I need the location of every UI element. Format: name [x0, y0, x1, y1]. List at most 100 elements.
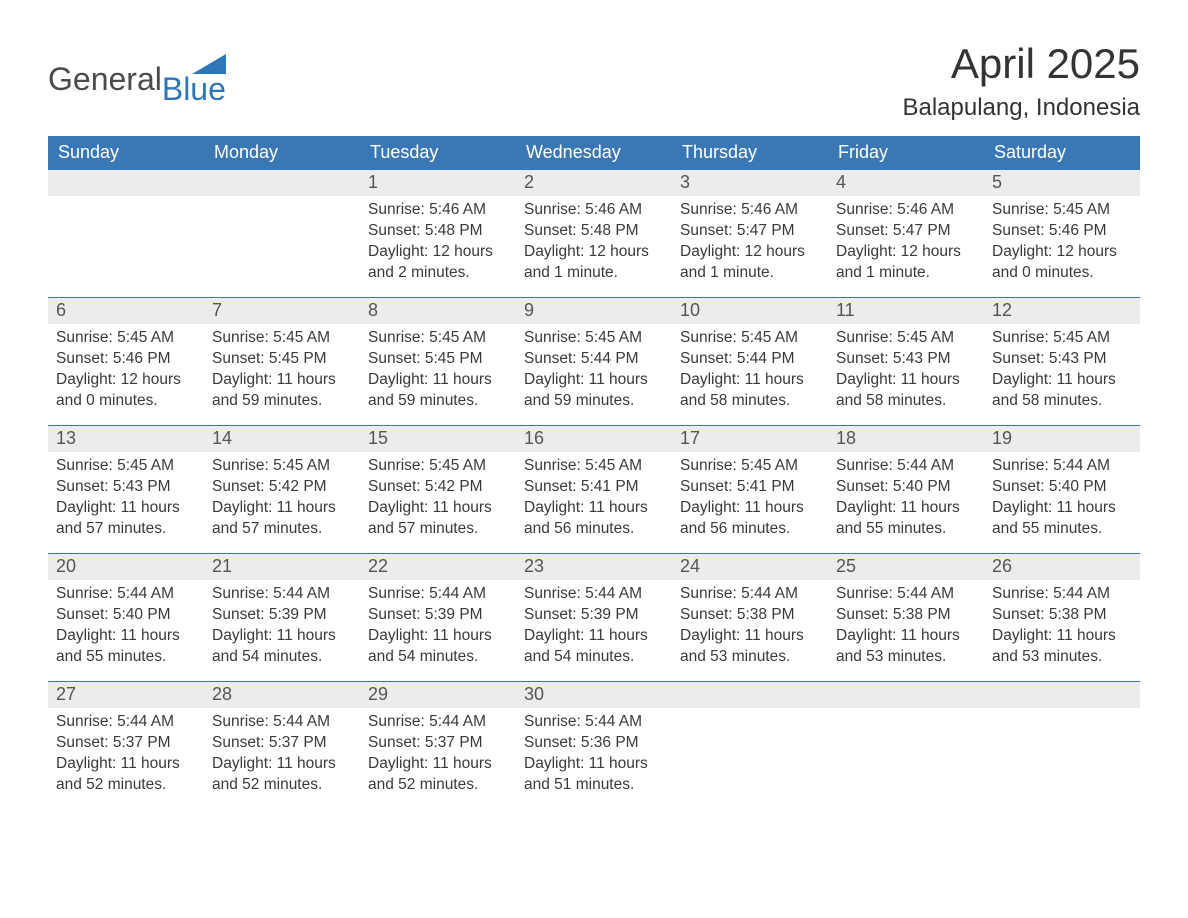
day-header-row: Sunday Monday Tuesday Wednesday Thursday…: [48, 136, 1140, 170]
daylight-text-2: and 55 minutes.: [992, 519, 1132, 540]
daylight-text-2: and 54 minutes.: [368, 647, 508, 668]
sunrise-text: Sunrise: 5:44 AM: [368, 584, 508, 605]
daylight-text-2: and 57 minutes.: [212, 519, 352, 540]
sunset-text: Sunset: 5:39 PM: [524, 605, 664, 626]
day-details: Sunrise: 5:44 AMSunset: 5:38 PMDaylight:…: [672, 580, 828, 678]
day-cell: 20Sunrise: 5:44 AMSunset: 5:40 PMDayligh…: [48, 554, 204, 682]
day-details: Sunrise: 5:44 AMSunset: 5:40 PMDaylight:…: [984, 452, 1140, 550]
day-cell: 29Sunrise: 5:44 AMSunset: 5:37 PMDayligh…: [360, 682, 516, 810]
daylight-text-2: and 1 minute.: [836, 263, 976, 284]
day-header: Thursday: [672, 136, 828, 170]
daylight-text-1: Daylight: 11 hours: [992, 498, 1132, 519]
daylight-text-2: and 57 minutes.: [368, 519, 508, 540]
day-number: 20: [48, 554, 204, 580]
empty-day: [984, 682, 1140, 708]
daylight-text-1: Daylight: 11 hours: [56, 754, 196, 775]
day-number: 14: [204, 426, 360, 452]
day-details: Sunrise: 5:44 AMSunset: 5:37 PMDaylight:…: [204, 708, 360, 806]
day-header: Friday: [828, 136, 984, 170]
sunset-text: Sunset: 5:48 PM: [524, 221, 664, 242]
empty-day: [828, 682, 984, 708]
daylight-text-1: Daylight: 12 hours: [992, 242, 1132, 263]
day-number: 22: [360, 554, 516, 580]
sunset-text: Sunset: 5:37 PM: [56, 733, 196, 754]
sunrise-text: Sunrise: 5:45 AM: [680, 328, 820, 349]
daylight-text-1: Daylight: 11 hours: [680, 626, 820, 647]
calendar-table: Sunday Monday Tuesday Wednesday Thursday…: [48, 136, 1140, 810]
day-number: 18: [828, 426, 984, 452]
sunset-text: Sunset: 5:39 PM: [368, 605, 508, 626]
logo-word-2: Blue: [162, 74, 226, 104]
sunrise-text: Sunrise: 5:45 AM: [992, 328, 1132, 349]
daylight-text-1: Daylight: 12 hours: [56, 370, 196, 391]
sunset-text: Sunset: 5:43 PM: [992, 349, 1132, 370]
sunrise-text: Sunrise: 5:46 AM: [680, 200, 820, 221]
day-number: 26: [984, 554, 1140, 580]
day-cell: 5Sunrise: 5:45 AMSunset: 5:46 PMDaylight…: [984, 170, 1140, 298]
day-cell: 25Sunrise: 5:44 AMSunset: 5:38 PMDayligh…: [828, 554, 984, 682]
sunset-text: Sunset: 5:47 PM: [836, 221, 976, 242]
calendar-body: 1Sunrise: 5:46 AMSunset: 5:48 PMDaylight…: [48, 170, 1140, 810]
day-number: 7: [204, 298, 360, 324]
day-cell: 19Sunrise: 5:44 AMSunset: 5:40 PMDayligh…: [984, 426, 1140, 554]
day-cell: 3Sunrise: 5:46 AMSunset: 5:47 PMDaylight…: [672, 170, 828, 298]
day-number: 2: [516, 170, 672, 196]
day-number: 1: [360, 170, 516, 196]
daylight-text-2: and 57 minutes.: [56, 519, 196, 540]
day-number: 17: [672, 426, 828, 452]
sunrise-text: Sunrise: 5:44 AM: [56, 584, 196, 605]
empty-day: [48, 170, 204, 196]
day-cell: 21Sunrise: 5:44 AMSunset: 5:39 PMDayligh…: [204, 554, 360, 682]
month-title: April 2025: [902, 40, 1140, 88]
daylight-text-2: and 53 minutes.: [836, 647, 976, 668]
daylight-text-2: and 1 minute.: [680, 263, 820, 284]
daylight-text-2: and 56 minutes.: [524, 519, 664, 540]
day-details: Sunrise: 5:45 AMSunset: 5:42 PMDaylight:…: [360, 452, 516, 550]
day-details: Sunrise: 5:45 AMSunset: 5:43 PMDaylight:…: [48, 452, 204, 550]
sunrise-text: Sunrise: 5:44 AM: [524, 584, 664, 605]
daylight-text-1: Daylight: 12 hours: [368, 242, 508, 263]
sunrise-text: Sunrise: 5:45 AM: [836, 328, 976, 349]
day-cell: 8Sunrise: 5:45 AMSunset: 5:45 PMDaylight…: [360, 298, 516, 426]
sunset-text: Sunset: 5:37 PM: [368, 733, 508, 754]
sunset-text: Sunset: 5:45 PM: [368, 349, 508, 370]
sunset-text: Sunset: 5:40 PM: [836, 477, 976, 498]
title-block: April 2025 Balapulang, Indonesia: [902, 40, 1140, 122]
day-cell: 23Sunrise: 5:44 AMSunset: 5:39 PMDayligh…: [516, 554, 672, 682]
day-cell: 30Sunrise: 5:44 AMSunset: 5:36 PMDayligh…: [516, 682, 672, 810]
sunrise-text: Sunrise: 5:44 AM: [992, 456, 1132, 477]
day-cell: 18Sunrise: 5:44 AMSunset: 5:40 PMDayligh…: [828, 426, 984, 554]
day-number: 3: [672, 170, 828, 196]
daylight-text-2: and 0 minutes.: [56, 391, 196, 412]
day-number: 30: [516, 682, 672, 708]
sunrise-text: Sunrise: 5:45 AM: [212, 328, 352, 349]
sunrise-text: Sunrise: 5:45 AM: [680, 456, 820, 477]
day-details: Sunrise: 5:45 AMSunset: 5:43 PMDaylight:…: [984, 324, 1140, 422]
sunset-text: Sunset: 5:44 PM: [524, 349, 664, 370]
daylight-text-1: Daylight: 11 hours: [212, 370, 352, 391]
sunrise-text: Sunrise: 5:45 AM: [524, 328, 664, 349]
day-details: Sunrise: 5:44 AMSunset: 5:39 PMDaylight:…: [204, 580, 360, 678]
day-details: Sunrise: 5:46 AMSunset: 5:48 PMDaylight:…: [516, 196, 672, 294]
sunset-text: Sunset: 5:43 PM: [56, 477, 196, 498]
sunset-text: Sunset: 5:45 PM: [212, 349, 352, 370]
day-details: Sunrise: 5:45 AMSunset: 5:46 PMDaylight:…: [984, 196, 1140, 294]
sunrise-text: Sunrise: 5:44 AM: [56, 712, 196, 733]
daylight-text-2: and 56 minutes.: [680, 519, 820, 540]
day-cell: [48, 170, 204, 298]
day-details: Sunrise: 5:45 AMSunset: 5:41 PMDaylight:…: [672, 452, 828, 550]
week-row: 1Sunrise: 5:46 AMSunset: 5:48 PMDaylight…: [48, 170, 1140, 298]
sunrise-text: Sunrise: 5:46 AM: [368, 200, 508, 221]
daylight-text-1: Daylight: 11 hours: [836, 498, 976, 519]
day-number: 9: [516, 298, 672, 324]
logo-stack: Blue: [164, 54, 226, 104]
sunrise-text: Sunrise: 5:46 AM: [524, 200, 664, 221]
day-cell: 10Sunrise: 5:45 AMSunset: 5:44 PMDayligh…: [672, 298, 828, 426]
daylight-text-1: Daylight: 11 hours: [368, 370, 508, 391]
day-number: 25: [828, 554, 984, 580]
day-cell: 1Sunrise: 5:46 AMSunset: 5:48 PMDaylight…: [360, 170, 516, 298]
daylight-text-2: and 55 minutes.: [56, 647, 196, 668]
day-details: Sunrise: 5:45 AMSunset: 5:41 PMDaylight:…: [516, 452, 672, 550]
day-details: Sunrise: 5:44 AMSunset: 5:39 PMDaylight:…: [360, 580, 516, 678]
daylight-text-2: and 53 minutes.: [992, 647, 1132, 668]
